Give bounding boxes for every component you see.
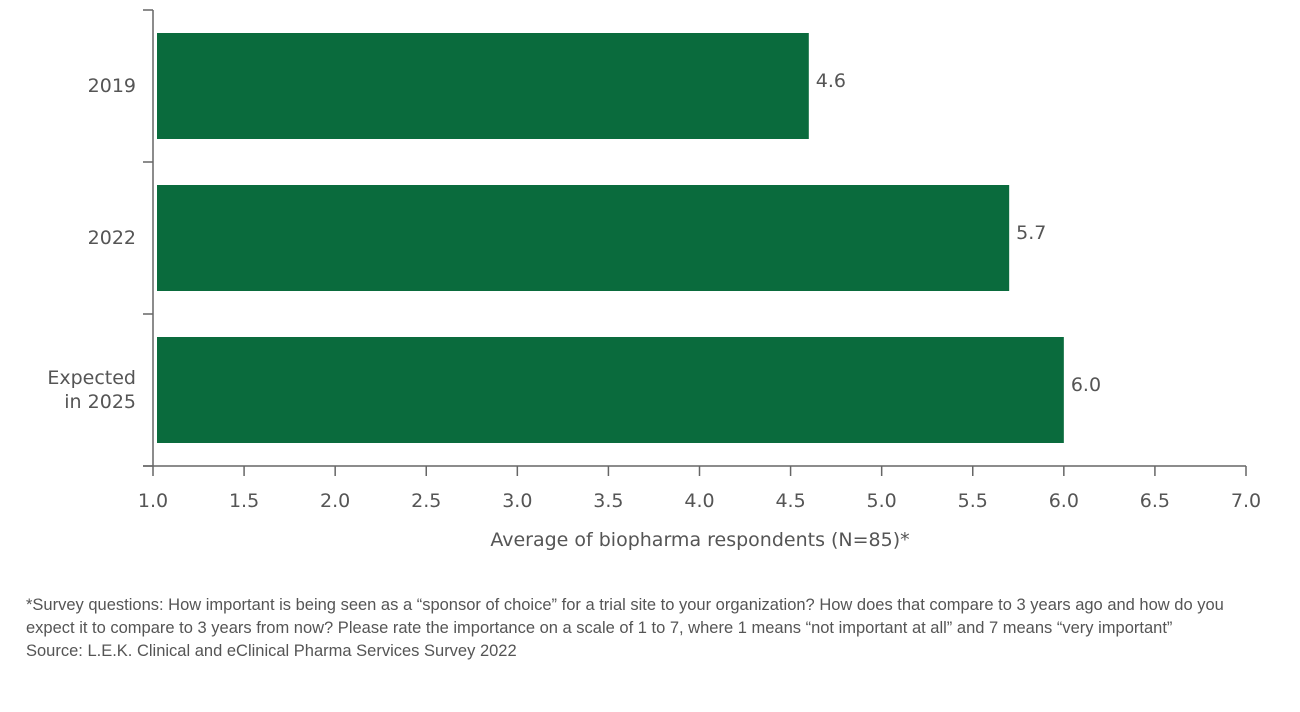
x-tick-label: 4.0 (684, 490, 714, 512)
bar-2019 (157, 33, 809, 139)
x-tick-label: 1.0 (138, 490, 168, 512)
x-tick-label: 6.0 (1049, 490, 1079, 512)
x-tick-label: 2.5 (411, 490, 441, 512)
survey-note: *Survey questions: How important is bein… (26, 596, 1224, 637)
data-label: 4.6 (816, 70, 846, 92)
x-tick-label: 4.5 (775, 490, 805, 512)
data-label: 6.0 (1071, 374, 1101, 396)
category-label: Expected (47, 367, 136, 389)
x-tick-label: 3.5 (593, 490, 623, 512)
bar-chart: 1.0 1.5 2.0 2.5 3.0 3.5 4.0 4.5 5.0 5.5 6.0 6.5 7.0 4… (47, 9, 1261, 551)
x-tick-label: 7.0 (1231, 490, 1261, 512)
source-note: Source: L.E.K. Clinical and eClinical Ph… (26, 642, 517, 660)
x-tick-label: 5.0 (867, 490, 897, 512)
x-tick-label: 1.5 (229, 490, 259, 512)
x-axis-label: Average of biopharma respondents (N=85)* (490, 529, 909, 551)
x-tick-label: 5.5 (958, 490, 988, 512)
x-tick-label: 3.0 (502, 490, 532, 512)
category-label: 2022 (88, 227, 136, 249)
footnote: *Survey questions: How important is bein… (26, 594, 1276, 663)
category-label: 2019 (88, 75, 136, 97)
category-label: in 2025 (64, 391, 136, 413)
x-tick-label: 2.0 (320, 490, 350, 512)
bar-expected-in-2025 (157, 337, 1064, 443)
data-label: 5.7 (1016, 222, 1046, 244)
bar-2022 (157, 185, 1010, 291)
x-tick-label: 6.5 (1140, 490, 1170, 512)
